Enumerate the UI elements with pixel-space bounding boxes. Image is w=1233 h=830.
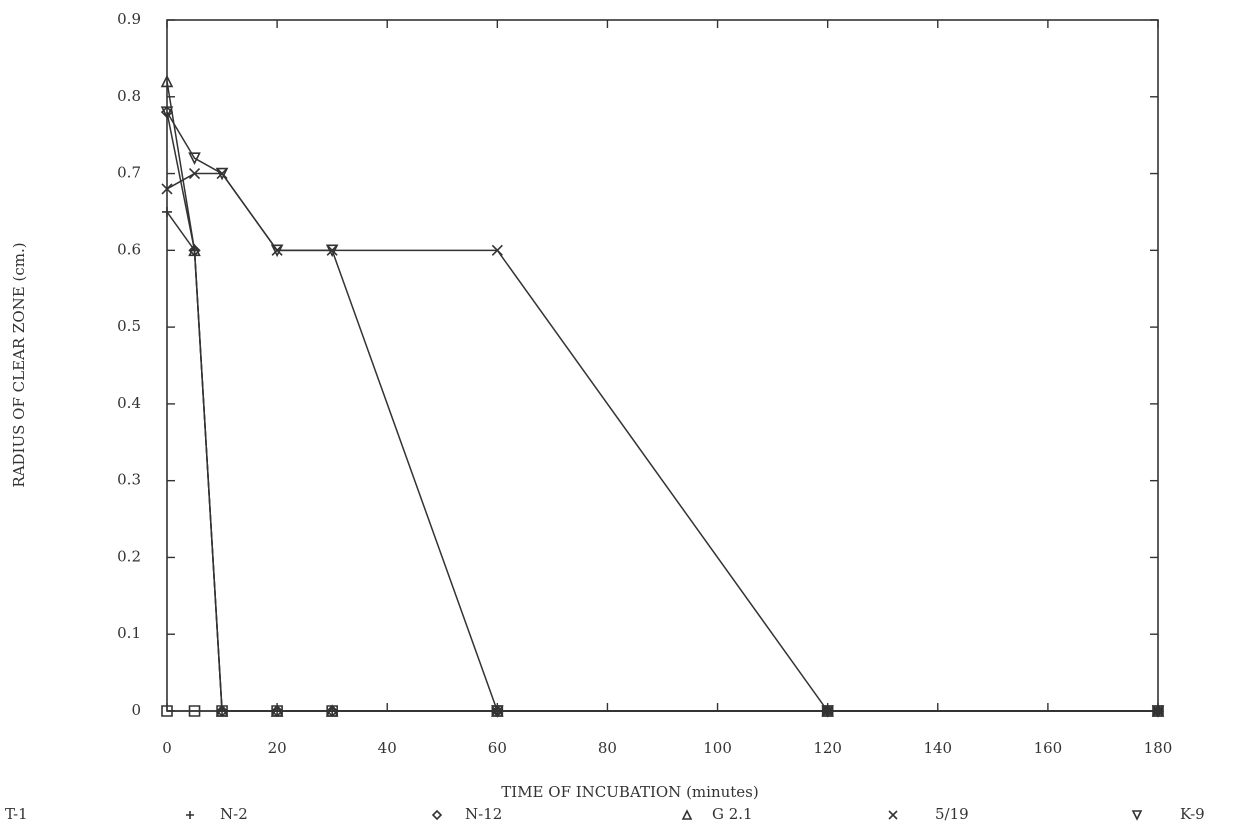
legend-label: G 2.1 [712,805,753,823]
y-tick-label: 0.2 [117,547,141,565]
x-tick-label: 60 [488,739,507,757]
legend-label: T-1 [5,805,28,823]
y-tick-label: 0.3 [117,471,141,489]
legend-symbol [433,811,441,819]
legend-entry: N-2 [186,805,248,823]
legend-label: 5/19 [935,805,969,823]
y-tick-label: 0.5 [117,317,141,335]
x-tick-label: 180 [1144,739,1173,757]
y-tick-label: 0.8 [117,87,141,105]
legend-entry: N-12 [433,805,502,823]
legend-symbol [889,811,897,819]
legend-label: N-2 [220,805,248,823]
x-tick-label: 40 [378,739,397,757]
y-axis-label: RADIUS OF CLEAR ZONE (cm.) [10,242,28,487]
legend-entry: G 2.1 [683,805,753,823]
series-line [167,174,1158,711]
legend-label: N-12 [465,805,502,823]
legend-entry: 5/19 [889,805,969,823]
series-line [167,112,1158,711]
legend-entry: T-1 [5,805,28,823]
y-tick-label: 0.1 [117,624,141,642]
series-line [167,112,1158,711]
series-line [167,212,1158,711]
x-tick-label: 80 [598,739,617,757]
legend-symbol [186,811,194,819]
legend-entry: K-9 [1133,805,1205,823]
y-tick-label: 0.9 [117,10,141,28]
x-tick-label: 140 [923,739,952,757]
series-line [167,81,1158,711]
plot-frame [167,20,1158,711]
x-tick-label: 0 [162,739,172,757]
x-tick-label: 120 [813,739,842,757]
y-tick-label: 0.7 [117,164,141,182]
legend-symbol [1133,811,1141,819]
x-tick-label: 100 [703,739,732,757]
y-tick-label: 0.6 [117,240,141,258]
x-tick-label: 160 [1034,739,1063,757]
legend-label: K-9 [1180,805,1205,823]
x-tick-label: 20 [268,739,287,757]
legend-symbol [683,811,691,819]
y-tick-label: 0.4 [117,394,141,412]
x-axis-label: TIME OF INCUBATION (minutes) [501,783,758,801]
y-tick-label: 0 [131,701,141,719]
chart: TIME OF INCUBATION (minutes) RADIUS OF C… [0,0,1233,830]
data-point [162,207,172,217]
